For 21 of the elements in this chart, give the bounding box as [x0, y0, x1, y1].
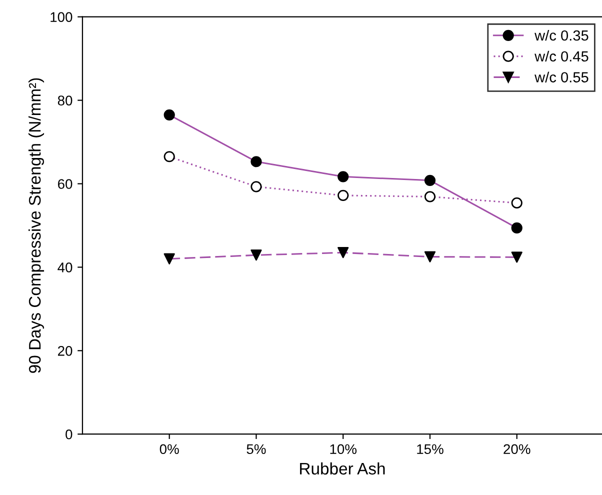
y-tick-label: 60	[58, 179, 72, 189]
x-tick-label: 0%	[160, 444, 179, 454]
y-tick-label: 40	[58, 262, 72, 272]
point	[250, 250, 262, 261]
y-tick-label: 100	[50, 12, 72, 22]
legend-label: w/c 0.35	[534, 30, 588, 41]
y-axis-title: 90 Days Compressive Strength (N/mm²)	[28, 78, 44, 373]
point	[511, 252, 522, 263]
legend-label: w/c 0.45	[534, 50, 588, 62]
y-tick-label: 0	[66, 429, 72, 440]
y-tick-label: 20	[58, 346, 72, 356]
point	[338, 247, 349, 258]
x-tick-label: 5%	[246, 444, 266, 454]
x-tick-label: 20%	[504, 444, 530, 454]
point	[164, 253, 175, 264]
y-tick-label: 80	[58, 96, 72, 106]
x-axis-title: Rubber Ash	[300, 462, 385, 475]
x-tick-label: 10%	[330, 444, 357, 454]
point	[424, 251, 436, 262]
x-tick-label: 15%	[417, 444, 444, 454]
legend-label: w/c 0.55	[534, 72, 588, 82]
